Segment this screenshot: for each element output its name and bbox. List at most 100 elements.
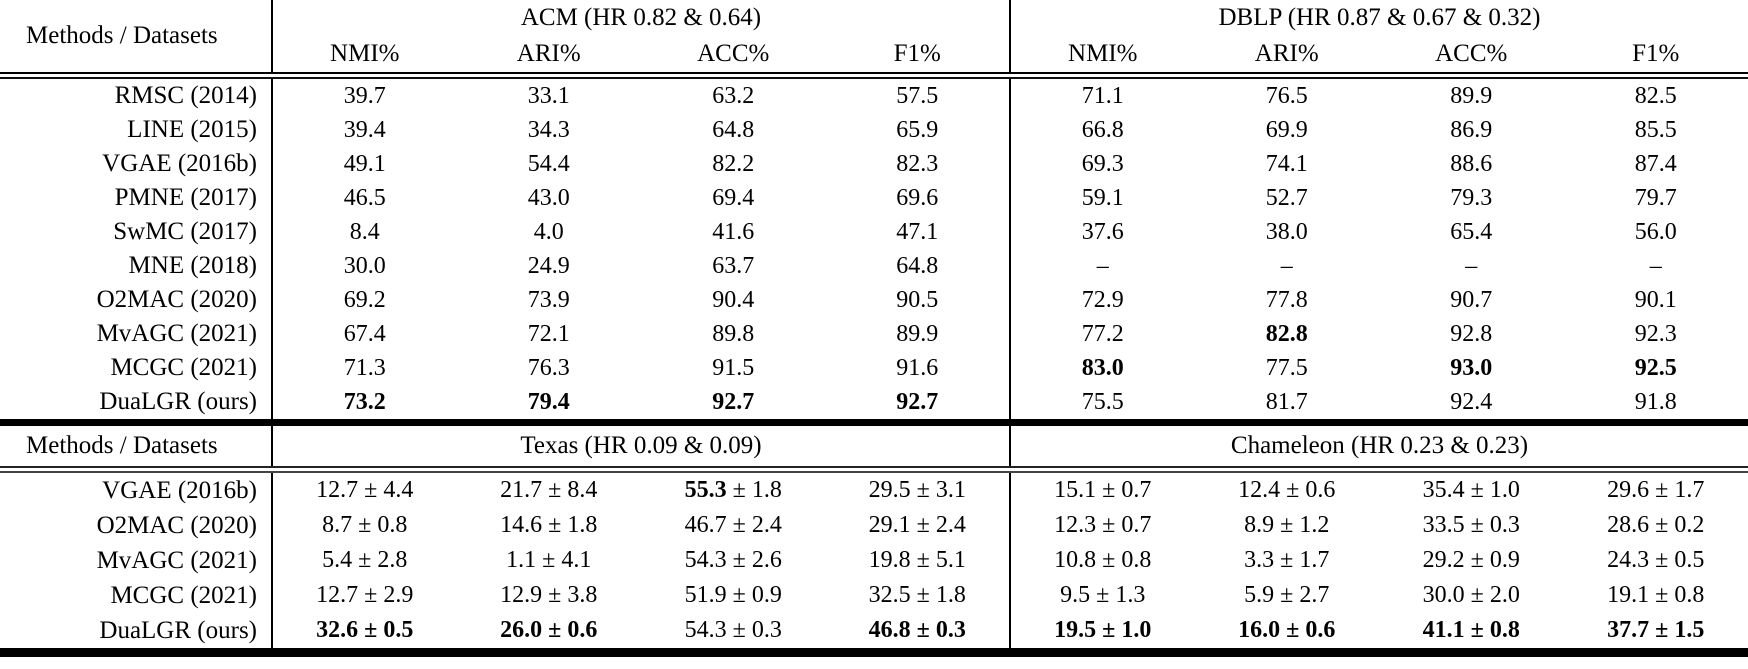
table-cell: 72.1 <box>527 321 570 347</box>
table-cell: 82.3 <box>825 147 1011 181</box>
table-row: RMSC (2014) 39.7 33.1 63.2 57.5 71.1 76.5 89.9 8… <box>0 79 1748 113</box>
table-cell: 9.5 ± 1.3 <box>1060 582 1146 608</box>
table-cell: 54.3 ± 0.3 <box>684 617 782 643</box>
table-cell: 12.4 ± 0.6 <box>1238 477 1336 503</box>
table-cell: 57.5 <box>825 79 1011 113</box>
table-cell: 55.3 ± 1.8 <box>684 477 782 503</box>
table-cell: 75.5 <box>1081 389 1124 415</box>
table-cell: 63.7 <box>712 253 755 279</box>
table-cell: 90.7 <box>1450 287 1493 313</box>
table-cell: 28.6 ± 0.2 <box>1607 512 1705 538</box>
table-cell: 16.0 ± 0.6 <box>1238 617 1336 643</box>
table-cell: 8.9 ± 1.2 <box>1244 512 1330 538</box>
table-cell: 91.5 <box>712 355 755 381</box>
method-name: MvAGC (2021) <box>0 543 273 578</box>
table-cell: 32.6 ± 0.5 <box>316 617 414 643</box>
table-cell: 86.9 <box>1450 117 1493 143</box>
method-name: O2MAC (2020) <box>0 283 273 317</box>
method-name: VGAE (2016b) <box>0 147 273 181</box>
table-cell: 51.9 ± 0.9 <box>684 582 782 608</box>
bottom-rule <box>0 648 1748 657</box>
table-cell: 65.9 <box>825 113 1011 147</box>
table-cell: 12.7 ± 2.9 <box>316 582 414 608</box>
table-cell: 90.1 <box>1634 287 1677 313</box>
table-cell: 3.3 ± 1.7 <box>1244 547 1330 573</box>
table-cell: 69.4 <box>712 185 755 211</box>
table-row: MNE (2018) 30.0 24.9 63.7 64.8 – – – – <box>0 249 1748 283</box>
column-header-acm-ari: ARI% <box>516 40 581 67</box>
table-cell: 64.8 <box>712 117 755 143</box>
double-rule <box>0 72 1748 79</box>
header2-separator-row <box>0 466 1748 473</box>
table-cell: 77.2 <box>1081 321 1124 347</box>
method-name: RMSC (2014) <box>0 79 273 113</box>
section1-column-header-row: NMI% ARI% ACC% F1% NMI% ARI% ACC% F1% <box>0 36 1748 72</box>
table-cell: 29.5 ± 3.1 <box>825 473 1011 508</box>
table-cell: 29.2 ± 0.9 <box>1422 547 1520 573</box>
table-cell: 92.7 <box>825 385 1011 419</box>
table-row: DuaLGR (ours) 32.6 ± 0.5 26.0 ± 0.6 54.3 ± … <box>0 613 1748 648</box>
column-header-dblp-nmi: NMI% <box>1068 40 1138 67</box>
table-cell: 30.0 ± 2.0 <box>1422 582 1520 608</box>
table-cell: 59.1 <box>1081 185 1124 211</box>
table-cell: 10.8 ± 0.8 <box>1054 547 1152 573</box>
table-cell: 24.9 <box>527 253 570 279</box>
table-cell: 49.1 <box>343 151 386 177</box>
group-title-dblp: DBLP (HR 0.87 & 0.67 & 0.32) <box>1218 4 1541 31</box>
method-name: MCGC (2021) <box>0 578 273 613</box>
table-cell: 85.5 <box>1634 117 1677 143</box>
table-cell: 8.7 ± 0.8 <box>322 512 408 538</box>
table-cell: 77.8 <box>1265 287 1308 313</box>
table-cell: 79.4 <box>527 389 570 415</box>
column-header-dblp-f1: F1% <box>1632 40 1680 67</box>
table-cell: 8.4 <box>349 219 380 245</box>
table-cell: 73.9 <box>527 287 570 313</box>
table-cell: 12.3 ± 0.7 <box>1054 512 1152 538</box>
table-cell: 92.4 <box>1450 389 1493 415</box>
table-cell: 92.5 <box>1634 355 1677 381</box>
table-row: O2MAC (2020) 69.2 73.9 90.4 90.5 72.9 77.8 90.7… <box>0 283 1748 317</box>
table-cell: 19.5 ± 1.0 <box>1054 617 1152 643</box>
method-name: DuaLGR (ours) <box>0 385 273 419</box>
table-row: O2MAC (2020) 8.7 ± 0.8 14.6 ± 1.8 46.7 ± 2.… <box>0 508 1748 543</box>
table-row: SwMC (2017) 8.4 4.0 41.6 47.1 37.6 38.0 65.4 56.… <box>0 215 1748 249</box>
table-cell: 64.8 <box>825 249 1011 283</box>
table-cell: 38.0 <box>1265 219 1308 245</box>
table-row: PMNE (2017) 46.5 43.0 69.4 69.6 59.1 52.7 79.3 7… <box>0 181 1748 215</box>
table-cell: 82.2 <box>712 151 755 177</box>
table-cell: 71.3 <box>343 355 386 381</box>
method-name: VGAE (2016b) <box>0 473 273 508</box>
table-cell: 29.1 ± 2.4 <box>825 508 1011 543</box>
method-name: DuaLGR (ours) <box>0 613 273 648</box>
table-cell: 63.2 <box>712 83 755 109</box>
table-cell: 89.8 <box>712 321 755 347</box>
table-cell: 46.5 <box>343 185 386 211</box>
table-cell: 29.6 ± 1.7 <box>1607 477 1705 503</box>
table-cell: 83.0 <box>1081 355 1124 381</box>
table-cell: 4.0 <box>533 219 564 245</box>
table-cell: – <box>1465 253 1478 279</box>
table-cell: 12.9 ± 3.8 <box>500 582 598 608</box>
table-cell: 37.7 ± 1.5 <box>1607 617 1705 643</box>
table-cell: 65.4 <box>1450 219 1493 245</box>
column-header-acm-acc: ACC% <box>697 40 770 67</box>
table-cell: 56.0 <box>1634 219 1677 245</box>
table-cell: 77.5 <box>1265 355 1308 381</box>
table-cell: 79.7 <box>1634 185 1677 211</box>
table-row: MvAGC (2021) 5.4 ± 2.8 1.1 ± 4.1 54.3 ± 2.6… <box>0 543 1748 578</box>
column-header-acm-nmi: NMI% <box>330 40 400 67</box>
table-cell: 67.4 <box>343 321 386 347</box>
table-cell: 5.4 ± 2.8 <box>322 547 408 573</box>
table-cell: 41.1 ± 0.8 <box>1422 617 1520 643</box>
table-cell: 69.6 <box>825 181 1011 215</box>
table-row: MCGC (2021) 12.7 ± 2.9 12.9 ± 3.8 51.9 ± 0.… <box>0 578 1748 613</box>
table-cell: 73.2 <box>343 389 386 415</box>
section1-dataset-title-row: Methods / Datasets ACM (HR 0.82 & 0.64) … <box>0 0 1748 72</box>
table-cell: 43.0 <box>527 185 570 211</box>
method-name: O2MAC (2020) <box>0 508 273 543</box>
table-cell: 66.8 <box>1081 117 1124 143</box>
table-cell: 92.3 <box>1634 321 1677 347</box>
table-cell: 19.8 ± 5.1 <box>825 543 1011 578</box>
table-cell: 72.9 <box>1081 287 1124 313</box>
group-title-chameleon: Chameleon (HR 0.23 & 0.23) <box>1230 432 1529 459</box>
